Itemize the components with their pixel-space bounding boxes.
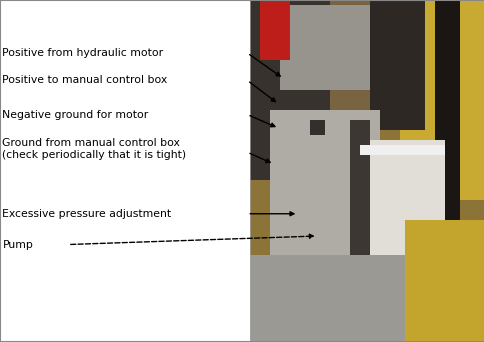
Text: Pump: Pump (2, 239, 33, 250)
Text: Excessive pressure adjustment: Excessive pressure adjustment (2, 209, 171, 219)
Text: Negative ground for motor: Negative ground for motor (2, 109, 149, 120)
Text: Ground from manual control box
(check periodically that it is tight): Ground from manual control box (check pe… (2, 138, 186, 160)
Text: Positive to manual control box: Positive to manual control box (2, 75, 167, 86)
Text: Positive from hydraulic motor: Positive from hydraulic motor (2, 48, 163, 58)
